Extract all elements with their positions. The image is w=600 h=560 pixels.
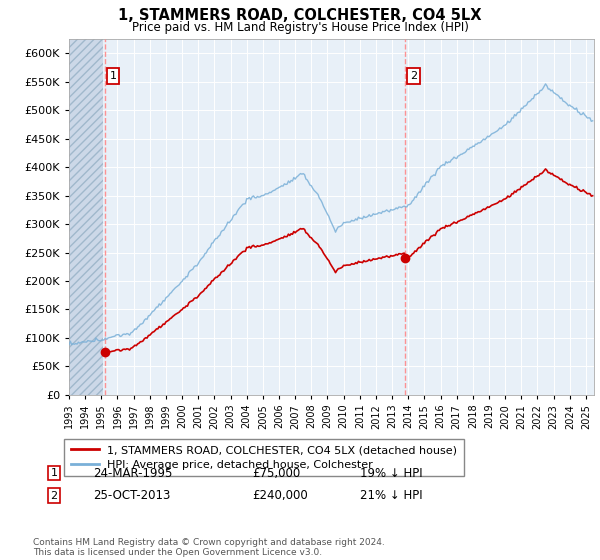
Text: 24-MAR-1995: 24-MAR-1995 [93,466,172,480]
Text: Contains HM Land Registry data © Crown copyright and database right 2024.
This d: Contains HM Land Registry data © Crown c… [33,538,385,557]
Text: 2: 2 [410,71,417,81]
Text: 25-OCT-2013: 25-OCT-2013 [93,489,170,502]
Text: 2: 2 [50,491,58,501]
Text: Price paid vs. HM Land Registry's House Price Index (HPI): Price paid vs. HM Land Registry's House … [131,21,469,34]
Text: £240,000: £240,000 [252,489,308,502]
Text: 21% ↓ HPI: 21% ↓ HPI [360,489,422,502]
Text: 1: 1 [110,71,116,81]
Text: £75,000: £75,000 [252,466,300,480]
Text: 19% ↓ HPI: 19% ↓ HPI [360,466,422,480]
Text: 1, STAMMERS ROAD, COLCHESTER, CO4 5LX: 1, STAMMERS ROAD, COLCHESTER, CO4 5LX [118,8,482,24]
Bar [69,39,103,395]
Text: 1: 1 [50,468,58,478]
Legend: 1, STAMMERS ROAD, COLCHESTER, CO4 5LX (detached house), HPI: Average price, deta: 1, STAMMERS ROAD, COLCHESTER, CO4 5LX (d… [64,438,464,477]
